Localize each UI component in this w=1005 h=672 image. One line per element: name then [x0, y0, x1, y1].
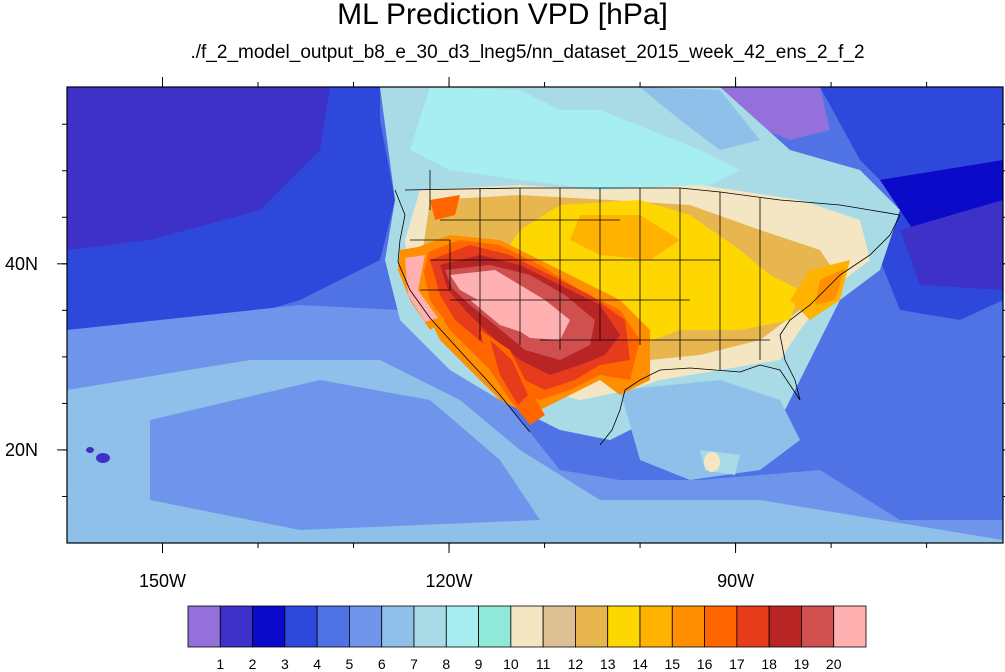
colorbar-swatch: [445, 605, 479, 648]
colorbar-swatch: [316, 605, 350, 648]
colorbar-swatch: [801, 605, 835, 648]
coastlines: [394, 170, 901, 446]
colorbar-label: 13: [600, 656, 616, 672]
vpd-field: [67, 87, 1003, 543]
map-title: ML Prediction VPD [hPa]: [337, 0, 668, 31]
colorbar-label: 10: [503, 656, 519, 672]
colorbar-swatch: [736, 605, 770, 648]
colorbar: 1 2 3 4 5 6 7 8 9 10 11 12 13 14 15 16 17 18 19 20: [187, 605, 867, 672]
colorbar-swatch: [704, 605, 738, 648]
colorbar-label: 8: [442, 656, 450, 672]
colorbar-swatch: [478, 605, 512, 648]
colorbar-swatch: [187, 605, 221, 648]
colorbar-swatch: [284, 605, 318, 648]
colorbar-swatch: [252, 605, 286, 648]
colorbar-swatch: [381, 605, 415, 648]
colorbar-swatch: [219, 605, 253, 648]
colorbar-swatch: [349, 605, 383, 648]
x-tick-label: 90W: [717, 571, 754, 591]
colorbar-label: 1: [216, 656, 224, 672]
colorbar-label: 7: [410, 656, 418, 672]
x-tick-label: 150W: [139, 571, 186, 591]
axis-ticks: 150W 120W 90W 40N 20N: [5, 77, 1005, 591]
colorbar-label: 11: [536, 656, 551, 672]
map-subtitle: ./f_2_model_output_b8_e_30_d3_lneg5/nn_d…: [190, 42, 865, 63]
colorbar-swatch: [413, 605, 447, 648]
colorbar-label: 20: [826, 656, 842, 672]
colorbar-swatch: [768, 605, 802, 648]
colorbar-label: 15: [664, 656, 680, 672]
colorbar-label: 18: [761, 656, 777, 672]
colorbar-swatch: [833, 605, 867, 648]
colorbar-swatch: [671, 605, 705, 648]
colorbar-label: 4: [313, 656, 321, 672]
map-border: [66, 86, 1004, 544]
colorbar-label: 19: [794, 656, 810, 672]
colorbar-label: 12: [568, 656, 584, 672]
colorbar-swatch: [575, 605, 609, 648]
colorbar-label: 9: [475, 656, 483, 672]
colorbar-label: 3: [281, 656, 289, 672]
colorbar-label: 6: [378, 656, 386, 672]
colorbar-swatch: [510, 605, 544, 648]
colorbar-swatch: [542, 605, 576, 648]
colorbar-label: 2: [249, 656, 257, 672]
colorbar-label: 14: [632, 656, 648, 672]
x-tick-label: 120W: [426, 571, 473, 591]
colorbar-swatch: [639, 605, 673, 648]
colorbar-label: 5: [346, 656, 354, 672]
colorbar-swatch: [607, 605, 641, 648]
y-tick-label: 40N: [5, 254, 38, 274]
y-tick-label: 20N: [5, 440, 38, 460]
colorbar-label: 16: [697, 656, 713, 672]
colorbar-label: 17: [729, 656, 745, 672]
